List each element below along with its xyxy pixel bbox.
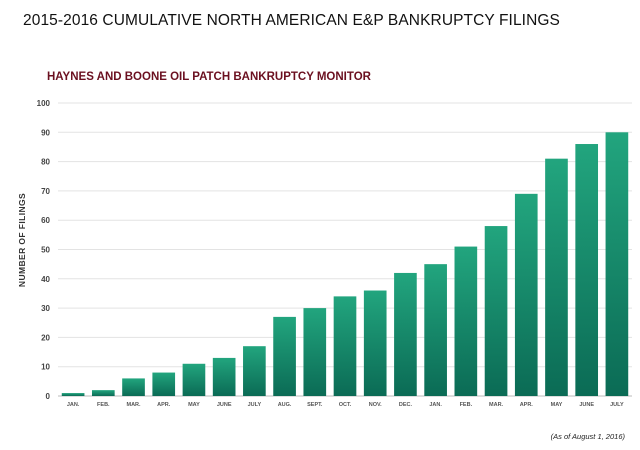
x-tick-label: JUNE <box>579 402 594 408</box>
y-tick-label: 90 <box>41 128 50 137</box>
x-tick-label: FEB. <box>460 402 473 408</box>
x-tick-label: MAR. <box>126 402 141 408</box>
y-tick-label: 60 <box>41 216 50 225</box>
bar <box>575 144 599 396</box>
chart-title: HAYNES AND BOONE OIL PATCH BANKRUPTCY MO… <box>47 71 371 83</box>
bar <box>303 308 327 396</box>
x-tick-label: MAR. <box>489 402 504 408</box>
bar <box>333 296 357 396</box>
bar <box>605 132 629 397</box>
x-tick-label: MAY <box>551 402 563 408</box>
x-axis-ticks: JAN. FEB. MAR. APR. MAY JUNE JULY AUG. SEPT. OCT.… <box>67 402 624 408</box>
y-tick-label: 80 <box>41 158 50 167</box>
y-axis-ticks: 0 10 20 30 40 50 60 70 80 90 100 <box>37 99 51 401</box>
x-tick-label: SEPT. <box>307 402 323 408</box>
x-tick-label: AUG. <box>278 402 292 408</box>
x-tick-label: FEB. <box>97 402 110 408</box>
y-tick-label: 100 <box>37 99 51 108</box>
y-tick-label: 0 <box>46 392 51 401</box>
bar <box>424 264 447 396</box>
bar <box>182 363 206 396</box>
y-tick-label: 70 <box>41 187 50 196</box>
bar <box>273 316 296 396</box>
x-tick-label: NOV. <box>369 402 382 408</box>
bar <box>394 272 417 396</box>
y-tick-label: 50 <box>41 246 50 255</box>
bar <box>61 393 85 396</box>
x-tick-label: JAN. <box>67 402 80 408</box>
bar <box>454 246 478 396</box>
bar <box>545 158 568 396</box>
bar <box>91 390 115 396</box>
bar <box>152 372 176 396</box>
y-tick-label: 40 <box>41 275 50 284</box>
bar <box>484 226 508 396</box>
footnote: (As of August 1, 2016) <box>550 432 625 441</box>
page-title: 2015-2016 CUMULATIVE NORTH AMERICAN E&P … <box>23 12 560 29</box>
x-tick-label: APR. <box>520 402 534 408</box>
x-tick-label: JULY <box>248 402 262 408</box>
y-tick-label: 30 <box>41 304 50 313</box>
x-tick-label: JAN. <box>429 402 442 408</box>
bar <box>122 378 145 396</box>
bar <box>363 290 387 396</box>
y-tick-label: 10 <box>41 363 50 372</box>
x-tick-label: OCT. <box>339 402 352 408</box>
x-tick-label: MAY <box>188 402 200 408</box>
x-tick-label: APR. <box>157 402 171 408</box>
x-tick-label: DEC. <box>399 402 413 408</box>
bar <box>514 193 538 396</box>
x-tick-label: JULY <box>610 402 624 408</box>
bars <box>61 132 629 397</box>
x-tick-label: JUNE <box>217 402 232 408</box>
bar <box>212 357 236 396</box>
y-tick-label: 20 <box>41 333 50 342</box>
bar <box>243 346 266 396</box>
y-axis-title: NUMBER OF FILINGS <box>17 193 27 287</box>
